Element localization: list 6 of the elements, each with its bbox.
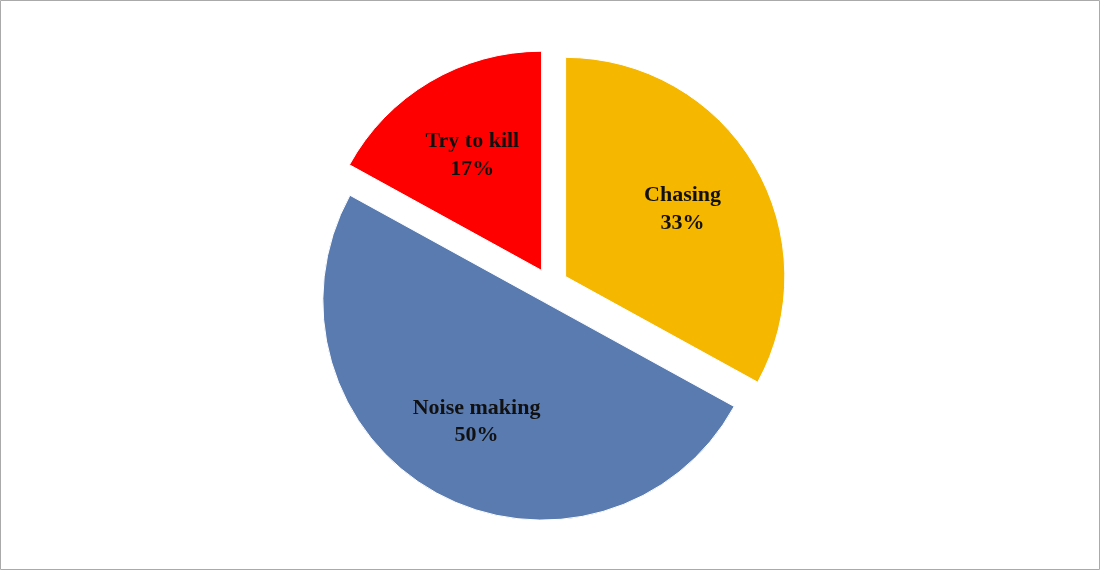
slice-label: Chasing	[644, 181, 722, 207]
slice-label: Noise making	[412, 393, 541, 419]
slice-label: Try to kill	[425, 127, 520, 153]
data-label: 50%	[454, 421, 499, 447]
data-label: 17%	[450, 154, 495, 180]
data-label: 33%	[660, 208, 705, 234]
